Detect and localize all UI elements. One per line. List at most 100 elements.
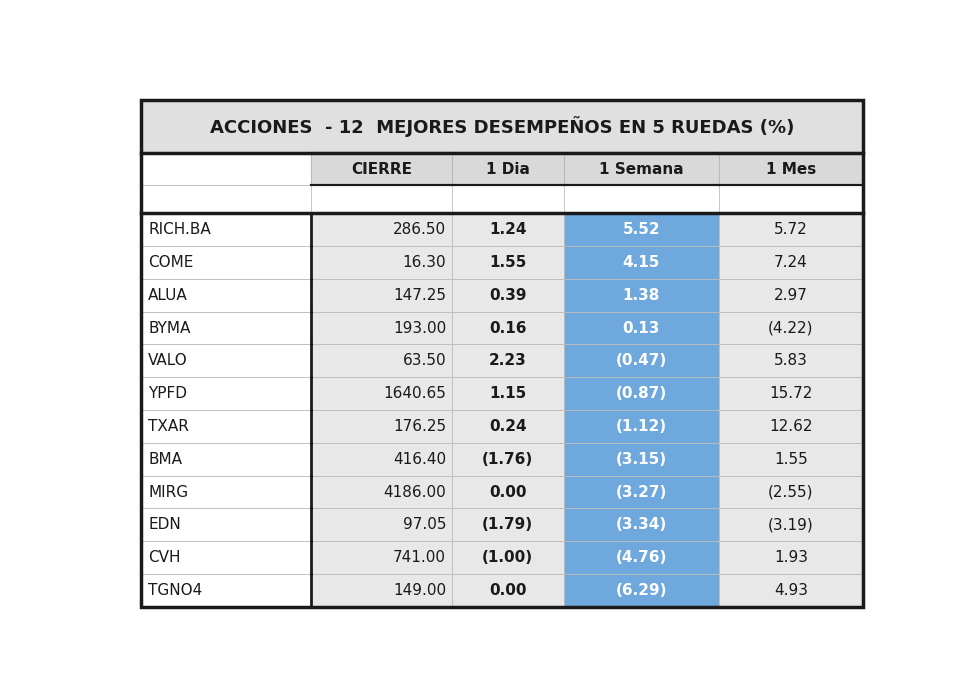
Bar xyxy=(311,541,452,574)
Bar xyxy=(718,410,863,443)
Text: 0.39: 0.39 xyxy=(489,288,526,303)
Text: (3.27): (3.27) xyxy=(615,484,666,500)
Text: 2.97: 2.97 xyxy=(774,288,808,303)
Bar xyxy=(564,541,718,574)
Bar xyxy=(141,476,311,508)
Bar xyxy=(311,377,452,410)
Text: 1640.65: 1640.65 xyxy=(383,386,446,401)
Text: (3.34): (3.34) xyxy=(615,517,666,532)
Text: 0.00: 0.00 xyxy=(489,583,526,598)
Text: RICH.BA: RICH.BA xyxy=(148,222,211,237)
Bar xyxy=(718,312,863,344)
Bar xyxy=(718,279,863,312)
Bar xyxy=(718,476,863,508)
Text: 741.00: 741.00 xyxy=(393,550,446,565)
Bar xyxy=(564,344,718,377)
Bar xyxy=(311,443,452,476)
Text: 1.15: 1.15 xyxy=(489,386,526,401)
Bar xyxy=(141,443,311,476)
Bar xyxy=(141,186,311,214)
Bar xyxy=(718,377,863,410)
Text: BMA: BMA xyxy=(148,452,182,467)
Text: (1.79): (1.79) xyxy=(482,517,533,532)
Text: 1 Mes: 1 Mes xyxy=(765,162,816,176)
Bar xyxy=(564,476,718,508)
Bar xyxy=(141,541,311,574)
Text: (3.15): (3.15) xyxy=(615,452,666,467)
Bar xyxy=(311,476,452,508)
Bar xyxy=(452,153,564,186)
Text: 1.93: 1.93 xyxy=(774,550,808,565)
Bar xyxy=(564,312,718,344)
Text: CIERRE: CIERRE xyxy=(351,162,412,176)
Bar xyxy=(718,214,863,246)
Bar xyxy=(564,508,718,541)
Bar xyxy=(718,153,863,186)
Bar xyxy=(452,508,564,541)
Text: (3.19): (3.19) xyxy=(768,517,813,532)
Text: 1 Dia: 1 Dia xyxy=(486,162,529,176)
Bar xyxy=(564,377,718,410)
Text: 0.24: 0.24 xyxy=(489,419,526,434)
Text: (0.47): (0.47) xyxy=(615,354,666,368)
Bar xyxy=(718,508,863,541)
Bar xyxy=(311,214,452,246)
Text: 4.15: 4.15 xyxy=(622,255,660,270)
Bar xyxy=(452,344,564,377)
Text: 176.25: 176.25 xyxy=(393,419,446,434)
Bar xyxy=(564,279,718,312)
Text: 0.13: 0.13 xyxy=(622,321,660,335)
Text: 147.25: 147.25 xyxy=(393,288,446,303)
Text: TGNO4: TGNO4 xyxy=(148,583,203,598)
Text: 16.30: 16.30 xyxy=(403,255,446,270)
Text: 0.00: 0.00 xyxy=(489,484,526,500)
Text: (2.55): (2.55) xyxy=(768,484,813,500)
Text: (1.00): (1.00) xyxy=(482,550,533,565)
Bar xyxy=(452,186,564,214)
Bar xyxy=(718,541,863,574)
Text: 12.62: 12.62 xyxy=(769,419,812,434)
Bar xyxy=(452,377,564,410)
Text: 1 Semana: 1 Semana xyxy=(599,162,683,176)
Bar xyxy=(452,574,564,607)
Text: 97.05: 97.05 xyxy=(403,517,446,532)
Bar xyxy=(141,574,311,607)
Text: 4186.00: 4186.00 xyxy=(383,484,446,500)
Bar xyxy=(141,508,311,541)
Text: 2.23: 2.23 xyxy=(489,354,526,368)
Text: 416.40: 416.40 xyxy=(393,452,446,467)
Text: 0.16: 0.16 xyxy=(489,321,526,335)
Text: 1.55: 1.55 xyxy=(489,255,526,270)
Bar xyxy=(311,410,452,443)
Bar xyxy=(564,186,718,214)
Text: 63.50: 63.50 xyxy=(403,354,446,368)
Bar xyxy=(564,574,718,607)
Text: 5.83: 5.83 xyxy=(774,354,808,368)
Bar xyxy=(452,541,564,574)
Text: 286.50: 286.50 xyxy=(393,222,446,237)
Bar xyxy=(718,246,863,279)
Bar xyxy=(564,214,718,246)
Text: (4.76): (4.76) xyxy=(615,550,666,565)
Bar xyxy=(564,153,718,186)
Text: VALO: VALO xyxy=(148,354,188,368)
Text: (1.76): (1.76) xyxy=(482,452,533,467)
Text: 193.00: 193.00 xyxy=(393,321,446,335)
Bar xyxy=(311,186,452,214)
Bar xyxy=(564,410,718,443)
Text: 15.72: 15.72 xyxy=(769,386,812,401)
Bar xyxy=(564,246,718,279)
Text: CVH: CVH xyxy=(148,550,180,565)
Bar xyxy=(311,344,452,377)
Bar xyxy=(718,443,863,476)
Text: 4.93: 4.93 xyxy=(774,583,808,598)
Bar xyxy=(452,476,564,508)
Bar xyxy=(311,279,452,312)
Text: 7.24: 7.24 xyxy=(774,255,808,270)
Bar xyxy=(452,214,564,246)
Text: 5.52: 5.52 xyxy=(622,222,660,237)
Bar xyxy=(141,279,311,312)
Bar xyxy=(141,153,311,186)
Bar xyxy=(718,186,863,214)
Bar xyxy=(311,153,452,186)
